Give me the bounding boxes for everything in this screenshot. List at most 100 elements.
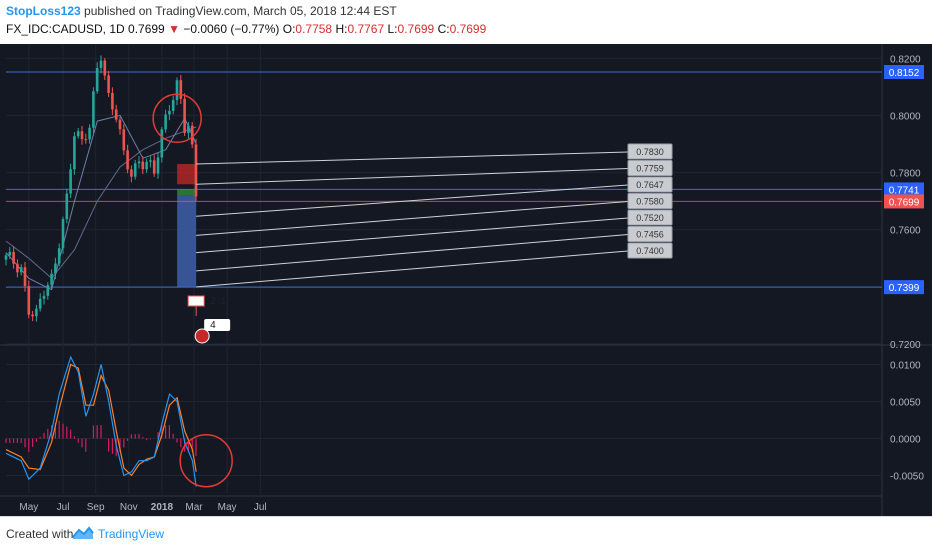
target-label-text: 0.7759 [636,164,664,174]
target-label: 0.7759 [196,160,673,185]
high-label: H: [335,22,348,36]
target-label-box [627,176,673,193]
event-count: 2 [210,296,216,307]
tradingview-logo-icon [72,526,94,539]
price-badge-box [884,182,924,197]
price-tick-label: 0.8200 [890,54,921,65]
price-badge-box [884,194,924,209]
candle [16,259,19,278]
target-connector [196,151,629,165]
candle-body [130,169,133,177]
time-tick-label: Mar [185,502,203,513]
publish-line: StopLoss123 published on TradingView.com… [6,4,397,18]
tradingview-link[interactable]: TradingView [98,527,165,541]
target-label: 0.7400 [196,242,673,288]
candle-body [141,161,145,170]
candle [179,75,183,104]
candle [137,156,141,169]
candle [145,158,148,173]
target-label-text: 0.7520 [636,213,664,223]
candle [95,62,99,94]
candle [73,132,76,175]
candle-body [38,298,42,309]
candle-body [42,295,46,299]
chart-header: StopLoss123 published on TradingView.com… [0,0,932,44]
candle [92,87,95,134]
candle-body [152,160,156,174]
candle-body [111,92,114,110]
candle [133,159,137,180]
candle-body [190,125,194,145]
candle-body [88,127,91,140]
candle-body [103,60,107,76]
target-label-box [627,193,673,209]
candle-body [92,91,95,128]
chart-area[interactable]: 0.8200 0.8000 0.7800 0.7600 0.7400 0.7200 May J… [0,44,932,516]
candle [57,243,61,267]
candle-body [12,251,15,264]
candle [141,156,145,175]
candle-body [69,169,72,194]
event-count-box [204,319,231,331]
time-tick-label: May [218,502,237,513]
target-label-box [627,160,673,176]
candle-body [50,273,53,286]
candle-body [156,157,160,174]
macd-tick-label: -0.0050 [890,472,924,483]
macd-signal-line [5,363,197,477]
target-label-text: 0.7830 [636,147,664,157]
candle [168,105,171,121]
price-badge: 0.7699 [884,194,924,209]
macd-tick-label: 0.0050 [890,398,921,409]
candle-body [76,131,80,137]
ohlc-line: FX_IDC:CADUSD, 1D 0.7699 ▼ −0.0060 (−0.7… [6,22,486,36]
time-tick-label: Jul [254,502,267,513]
price-badge-box [884,280,924,295]
target-connector [196,217,629,254]
candle-body [54,263,57,274]
candle [194,138,198,202]
close-label: C: [437,22,450,36]
event-flag-usa: 4 [194,319,231,344]
candle [65,188,69,224]
target-label-box [627,143,673,160]
candle-body [35,308,38,317]
chart-canvas[interactable]: 0.8200 0.8000 0.7800 0.7600 0.7400 0.7200 May J… [0,44,932,516]
candle-body [118,119,122,130]
last-price: 0.7699 [128,22,165,36]
target-connector [196,250,629,288]
target-connector [196,184,629,217]
macd-tick-label: 0.0100 [890,361,921,372]
moving-average-slow [5,126,197,280]
target-labels: 0.7830 0.7759 0.7647 0.7580 0.7520 0.7456 0.74… [196,143,673,288]
candle-body [99,60,103,68]
candle [76,127,80,139]
author-link[interactable]: StopLoss123 [6,4,81,18]
candle [84,133,88,144]
candle [38,293,42,312]
candle [130,165,133,183]
candle-body [137,161,141,164]
candle-body [149,160,152,162]
time-tick-label: 2018 [151,502,174,513]
candle [156,152,160,179]
candle-body [168,110,171,115]
price-badge-text: 0.8152 [889,68,920,79]
candle [183,93,186,136]
candle [107,70,110,98]
target-label: 0.7520 [196,209,673,254]
target-label: 0.7456 [196,226,673,272]
candle [69,163,72,199]
candle-body [27,286,31,315]
price-tick-label: 0.8000 [890,111,921,122]
candle [111,87,114,116]
time-tick-label: Nov [120,502,138,513]
stop-loss-zone [177,164,197,185]
candle [122,124,126,156]
candle-body [133,163,137,177]
candle [118,116,122,135]
candle-body [187,125,190,133]
candle-body [126,150,129,170]
candle [35,304,38,322]
symbol-label[interactable]: FX_IDC:CADUSD, 1D [6,22,125,36]
